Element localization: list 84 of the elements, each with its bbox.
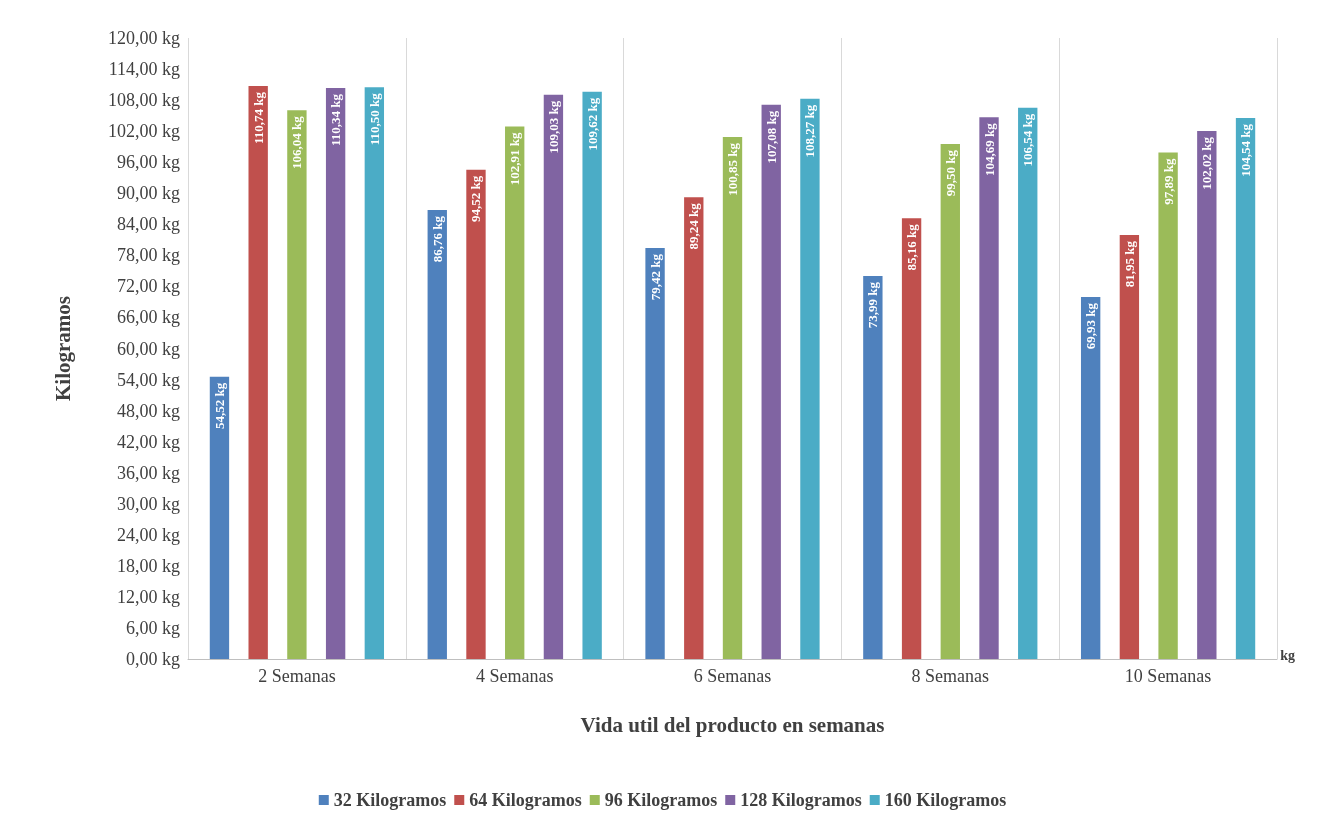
y-tick-label: 30,00 kg — [117, 493, 180, 514]
data-label: 106,04 kg — [289, 115, 305, 169]
y-tick-label: 66,00 kg — [117, 307, 180, 328]
bar — [901, 218, 922, 659]
bar — [1018, 107, 1038, 659]
bar — [1119, 234, 1140, 659]
data-label: 106,54 kg — [1020, 113, 1036, 167]
data-label: 110,34 kg — [328, 93, 344, 147]
bar — [800, 98, 820, 659]
data-label: 85,16 kg — [904, 223, 920, 271]
data-label: 79,42 kg — [647, 253, 663, 301]
bar — [761, 104, 781, 659]
bar — [979, 117, 999, 659]
y-tick-label: 48,00 kg — [117, 400, 180, 421]
y-tick-label: 60,00 kg — [117, 338, 180, 359]
x-tick-label: 8 Semanas — [911, 666, 990, 686]
data-label: 107,08 kg — [763, 110, 779, 164]
bar — [325, 87, 346, 659]
data-label: 108,27 kg — [802, 104, 818, 158]
data-label: 81,95 kg — [1121, 240, 1137, 288]
legend-label: 128 Kilogramos — [740, 790, 862, 810]
legend-label: 160 Kilogramos — [884, 790, 1007, 810]
x-tick-label: 4 Semanas — [475, 666, 554, 686]
bar — [1197, 131, 1217, 659]
data-label: 73,99 kg — [865, 281, 881, 329]
data-label: 94,52 kg — [468, 175, 484, 223]
data-label: 109,62 kg — [584, 97, 600, 151]
y-tick-label: 78,00 kg — [117, 245, 180, 266]
y-tick-label: 6,00 kg — [126, 617, 180, 638]
bar — [684, 197, 704, 659]
data-label: 100,85 kg — [725, 142, 740, 196]
y-tick-label: 84,00 kg — [117, 214, 180, 235]
legend-label: 64 Kilogramos — [469, 790, 582, 810]
y-tick-label: 108,00 kg — [108, 90, 180, 111]
y-tick-label: 0,00 kg — [126, 649, 180, 669]
bar — [1080, 297, 1101, 659]
bar — [427, 210, 447, 659]
y-axis-title: Kilogramos — [50, 296, 75, 401]
bar — [209, 376, 230, 659]
data-label: 102,91 kg — [507, 131, 523, 186]
x-tick-label: 2 Semanas — [258, 666, 336, 686]
y-tick-label: 24,00 kg — [117, 524, 180, 545]
data-label: 110,74 kg — [250, 91, 266, 144]
y-tick-label: 72,00 kg — [117, 276, 180, 297]
y-tick-label: 114,00 kg — [108, 59, 180, 80]
legend-label: 96 Kilogramos — [604, 790, 718, 810]
data-label: 109,03 kg — [545, 100, 561, 154]
y-tick-label: 96,00 kg — [117, 152, 180, 173]
y-tick-label: 12,00 kg — [117, 586, 180, 607]
bar — [722, 137, 743, 659]
y-tick-label: 42,00 kg — [117, 431, 180, 452]
bar — [466, 169, 486, 659]
x-axis-title: Vida util del producto en semanas — [580, 712, 885, 737]
text: kg — [1280, 647, 1296, 663]
bar — [248, 85, 268, 659]
data-label: 104,54 kg — [1238, 123, 1254, 177]
data-label: 86,76 kg — [429, 215, 445, 263]
bar — [863, 276, 883, 659]
bar — [582, 91, 602, 659]
data-label: 102,02 kg — [1199, 136, 1215, 190]
y-tick-label: 90,00 kg — [117, 183, 180, 204]
data-label: 110,50 kg — [366, 92, 382, 146]
data-label: 69,93 kg — [1083, 302, 1099, 350]
bar — [505, 126, 525, 659]
bar — [645, 248, 665, 659]
data-label: 97,89 kg — [1160, 157, 1176, 205]
bar — [1158, 152, 1178, 659]
y-tick-label: 102,00 kg — [108, 121, 180, 142]
data-label: 99,50 kg — [942, 149, 958, 197]
legend-label: 32 Kilogramos — [333, 790, 447, 810]
data-label: 104,69 kg — [981, 122, 997, 176]
data-label: 89,24 kg — [686, 202, 702, 250]
bar — [1235, 118, 1256, 659]
y-tick-label: 18,00 kg — [117, 555, 180, 576]
y-tick-label: 54,00 kg — [117, 369, 180, 390]
bar — [364, 87, 385, 659]
x-tick-label: 10 Semanas — [1124, 666, 1212, 686]
bar — [287, 110, 307, 659]
y-tick-label: 120,00 kg — [108, 28, 180, 48]
data-label: 54,52 kg — [211, 382, 227, 430]
bar — [543, 94, 564, 659]
x-tick-label: 6 Semanas — [693, 666, 772, 686]
bar — [940, 144, 960, 659]
y-tick-label: 36,00 kg — [117, 462, 180, 483]
